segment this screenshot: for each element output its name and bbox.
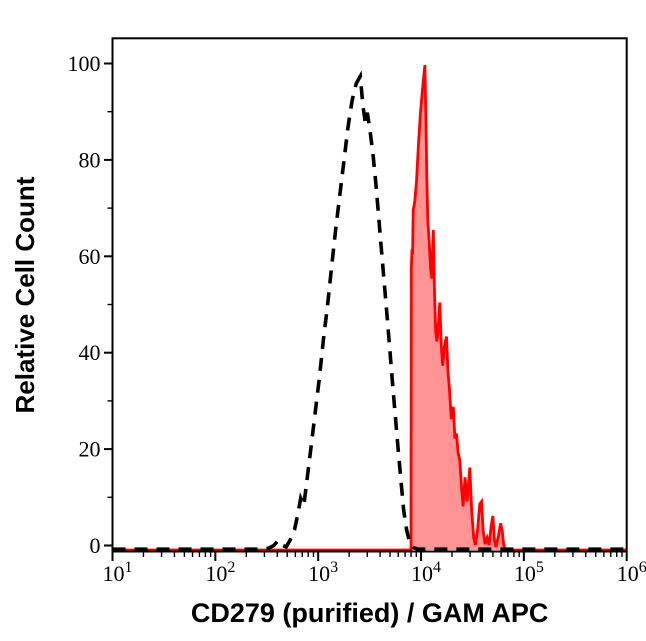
x-tick-label: 101 [103, 559, 133, 586]
y-tick-label: 60 [79, 244, 101, 269]
series-layer [112, 64, 627, 552]
x-tick-label: 106 [617, 559, 646, 586]
x-axis-title: CD279 (purified) / GAM APC [191, 598, 549, 628]
y-axis-tick-labels: 0 20 40 60 80 100 [68, 51, 101, 558]
x-axis-ticks [111, 552, 628, 561]
x-tick-label: 103 [308, 559, 338, 586]
y-axis-ticks [104, 62, 112, 547]
plot-border [111, 37, 628, 553]
plot-area [112, 38, 627, 552]
x-axis-tick-labels: 101 102 103 104 105 106 [103, 559, 646, 586]
y-tick-label: 100 [68, 51, 101, 76]
positive-series-curve [112, 64, 627, 552]
x-tick-label: 102 [205, 559, 235, 586]
y-tick-label: 20 [79, 437, 101, 462]
y-tick-label: 0 [90, 533, 101, 558]
y-axis-title: Relative Cell Count [10, 176, 40, 413]
y-tick-label: 80 [79, 147, 101, 172]
y-tick-label: 40 [79, 340, 101, 365]
negative-control-curve [112, 70, 627, 551]
x-tick-label: 104 [411, 559, 441, 586]
x-tick-label: 105 [514, 559, 544, 586]
